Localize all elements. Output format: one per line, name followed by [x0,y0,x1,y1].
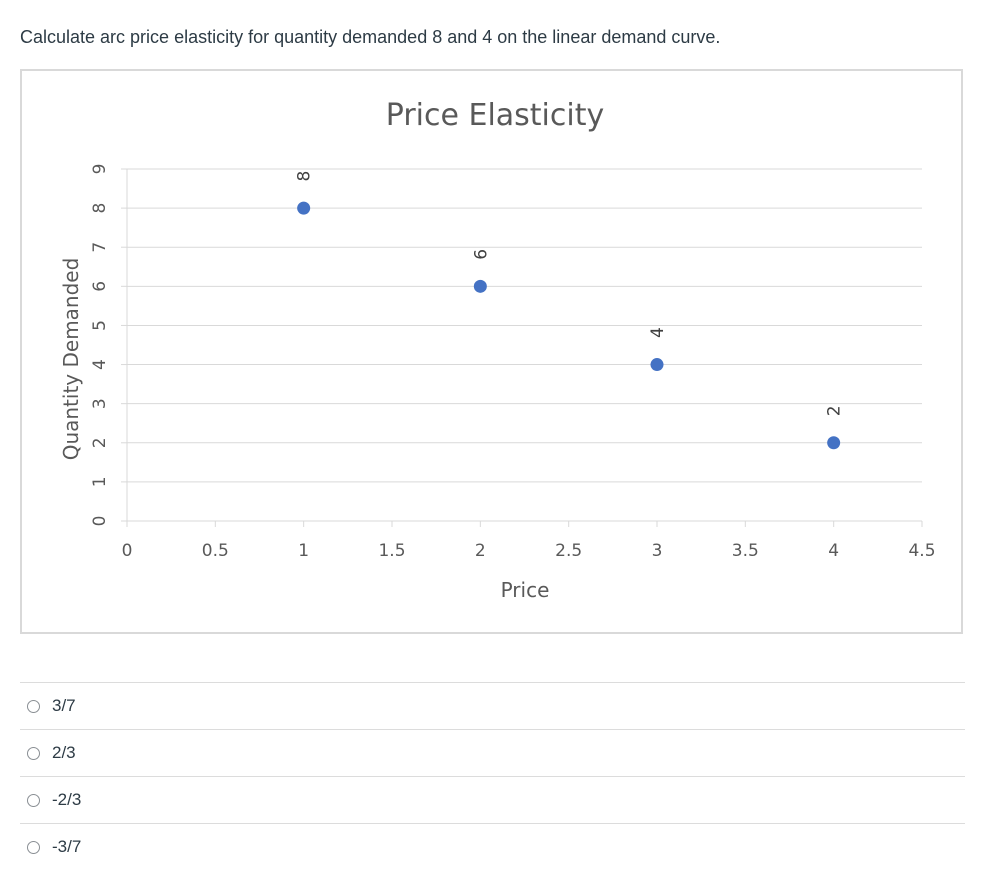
chart-frame: Price Elasticity 0 1 2 3 4 5 6 7 8 9 0 0.5 1 1.5 2 2.5 3… [20,69,963,634]
y-tick-label: 9 [90,164,110,175]
y-tick-label: 7 [90,242,110,253]
chart-title: Price Elasticity [386,98,604,133]
answer-label: -2/3 [52,790,82,809]
x-tick-label: 3.5 [732,541,759,561]
data-label: 4 [648,327,668,338]
data-label: 2 [825,405,845,416]
answer-option[interactable]: -2/3 [20,776,965,823]
answer-list: 3/7 2/3 -2/3 -3/7 [20,682,965,870]
x-tick-label: 3 [652,541,663,561]
answer-option[interactable]: 2/3 [20,729,965,776]
data-point [297,201,311,215]
y-tick-label: 6 [90,281,110,292]
y-tick-label: 4 [90,359,110,370]
answer-option[interactable]: 3/7 [20,682,965,729]
radio-button[interactable] [27,793,40,807]
x-tick-label: 4.5 [908,541,935,561]
x-tick-label: 0.5 [202,541,229,561]
data-label: 6 [471,249,491,260]
x-tick-label: 2.5 [555,541,582,561]
y-tick-label: 3 [90,398,110,409]
answer-option[interactable]: -3/7 [20,823,965,870]
answer-label: 2/3 [52,743,76,762]
data-point [827,436,841,450]
scatter-chart: Price Elasticity 0 1 2 3 4 5 6 7 8 9 0 0.5 1 1.5 2 2.5 3… [59,98,936,602]
y-tick-label: 8 [90,203,110,214]
question-text: Calculate arc price elasticity for quant… [20,27,721,47]
answer-label: -3/7 [52,837,82,856]
data-point [473,279,487,293]
x-tick-label: 2 [475,541,486,561]
x-tick-label: 1.5 [378,541,405,561]
y-axis-title: Quantity Demanded [59,258,83,461]
data-point [650,358,664,372]
answer-label: 3/7 [52,696,76,715]
x-tick-label: 0 [122,541,133,561]
y-tick-label: 1 [90,476,110,487]
x-axis-title: Price [501,578,550,602]
x-tick-label: 4 [828,541,839,561]
y-tick-label: 5 [90,320,110,331]
x-tick-label: 1 [298,541,309,561]
radio-button[interactable] [27,699,40,713]
y-tick-label: 0 [90,516,110,527]
y-tick-label: 2 [90,437,110,448]
data-label: 8 [295,171,315,182]
radio-button[interactable] [27,840,40,854]
radio-button[interactable] [27,746,40,760]
